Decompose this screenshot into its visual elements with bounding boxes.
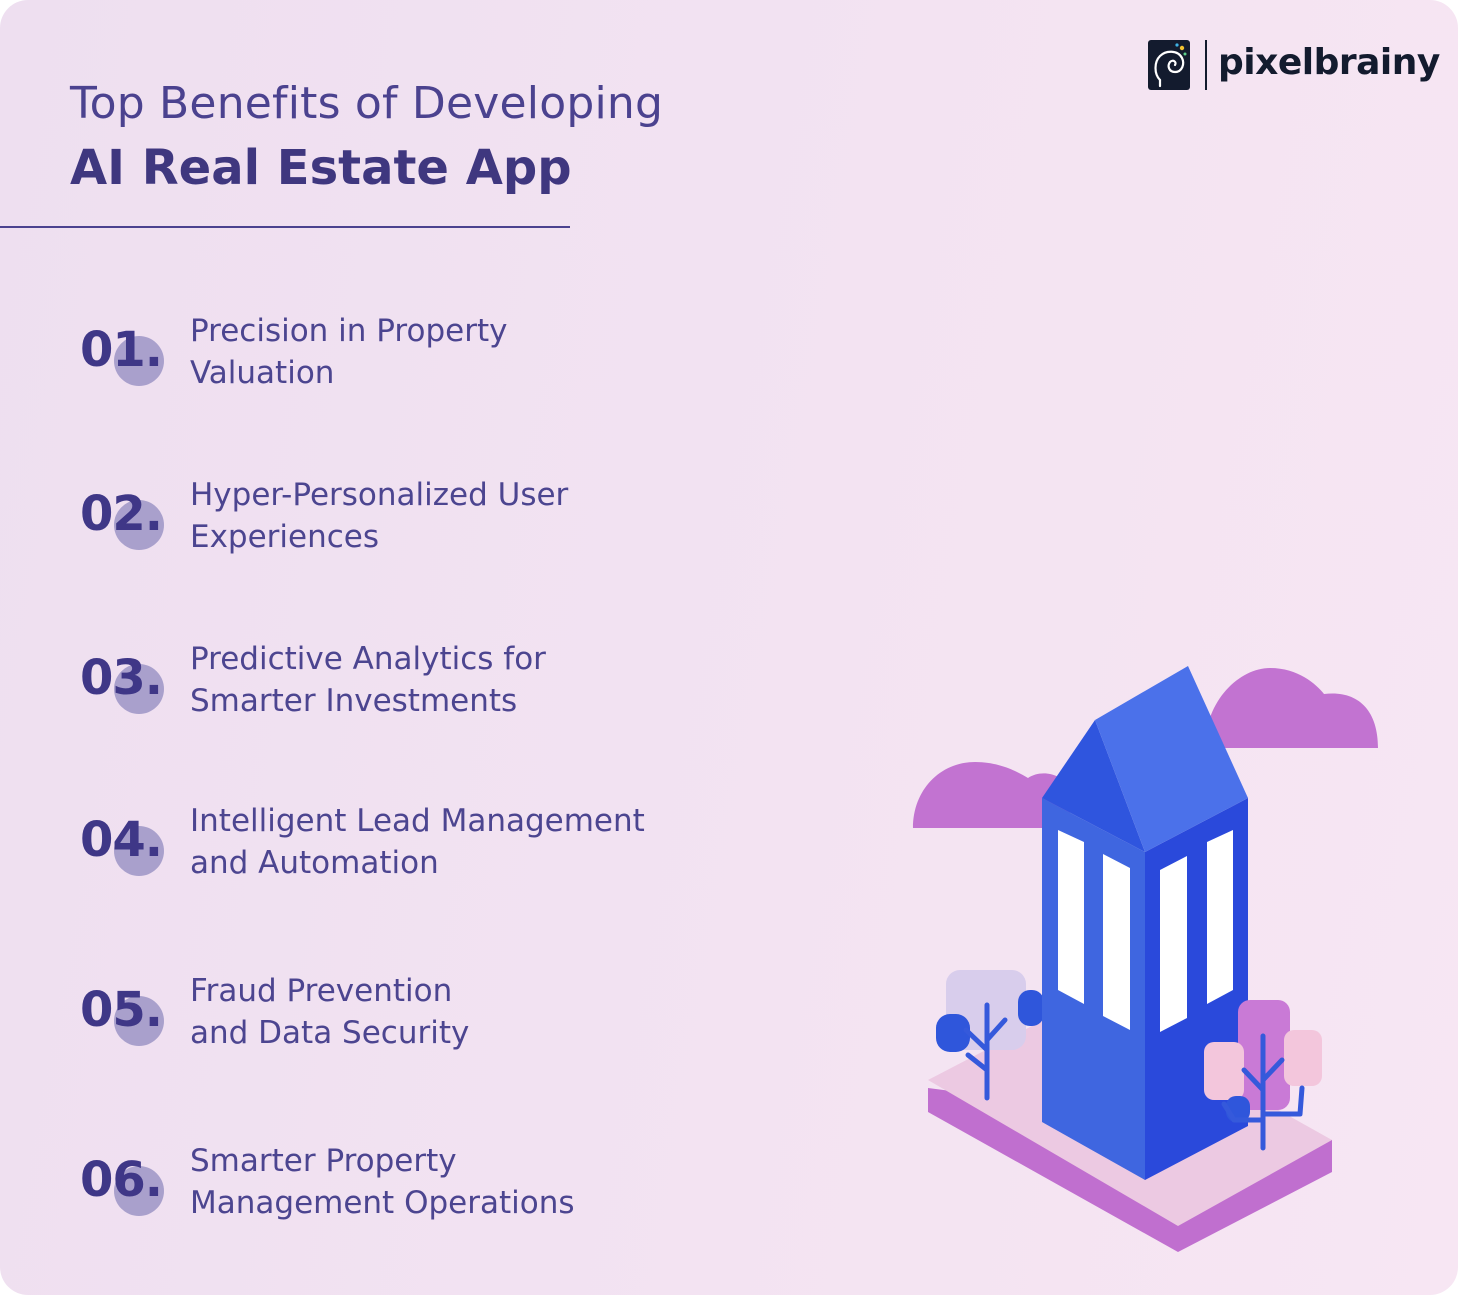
benefit-title-line-2: and Data Security (190, 1015, 470, 1051)
benefit-title: Intelligent Lead Management and Automati… (190, 800, 645, 884)
benefit-item: 03. Predictive Analytics for Smarter Inv… (0, 638, 700, 738)
benefit-title-line-1: Predictive Analytics for (190, 641, 546, 677)
benefit-title: Fraud Prevention and Data Security (190, 970, 469, 1054)
benefit-title: Precision in Property Valuation (190, 310, 507, 394)
benefit-title-line-1: Smarter Property (190, 1143, 457, 1179)
roof-side (1095, 666, 1248, 852)
number-circle (114, 996, 164, 1046)
benefit-number: 01. (80, 322, 163, 378)
window (1207, 830, 1233, 1004)
cloud-shape (1205, 668, 1378, 748)
benefit-number: 02. (80, 486, 163, 542)
number-circle (114, 664, 164, 714)
benefit-item: 02. Hyper-Personalized User Experiences (0, 474, 700, 574)
benefit-title-line-1: Hyper-Personalized User (190, 477, 569, 513)
window (1103, 854, 1130, 1030)
building-with-trees-and-clouds-icon (905, 655, 1395, 1265)
cloud-shape (913, 762, 1070, 828)
bush (1018, 990, 1044, 1026)
benefit-title: Predictive Analytics for Smarter Investm… (190, 638, 546, 722)
benefit-title-line-2: and Automation (190, 845, 439, 881)
benefit-title-line-1: Precision in Property (190, 313, 508, 349)
brand-name: pixelbrainy (1218, 42, 1440, 83)
brain-spiral-icon (1148, 40, 1190, 90)
benefit-number: 06. (80, 1152, 163, 1208)
benefit-number: 03. (80, 650, 163, 706)
benefit-number: 04. (80, 812, 163, 868)
page-title-line-1: Top Benefits of Developing (70, 78, 664, 129)
bush (1284, 1030, 1322, 1086)
window (1058, 830, 1084, 1004)
benefit-title: Hyper-Personalized User Experiences (190, 474, 568, 558)
benefit-title-line-2: Management Operations (190, 1185, 575, 1221)
benefit-title-line-2: Valuation (190, 355, 335, 391)
benefit-item: 04. Intelligent Lead Management and Auto… (0, 800, 700, 900)
benefit-title-line-1: Intelligent Lead Management (190, 803, 645, 839)
benefit-title: Smarter Property Management Operations (190, 1140, 575, 1224)
tree-trunk (1221, 1033, 1305, 1151)
bush (936, 1014, 970, 1052)
roof-front (1042, 720, 1145, 852)
tree-trunk (963, 1002, 1008, 1101)
number-circle (114, 336, 164, 386)
number-circle (114, 826, 164, 876)
benefit-item: 05. Fraud Prevention and Data Security (0, 970, 700, 1070)
logo-separator (1205, 40, 1207, 90)
benefit-item: 06. Smarter Property Management Operatio… (0, 1140, 700, 1240)
benefit-title-line-2: Experiences (190, 519, 380, 555)
brand-logo: pixelbrainy (1148, 40, 1440, 92)
number-circle (114, 500, 164, 550)
bush (1204, 1042, 1244, 1100)
title-divider (0, 226, 570, 228)
page-title-line-2: AI Real Estate App (70, 140, 572, 196)
number-circle (114, 1166, 164, 1216)
benefit-item: 01. Precision in Property Valuation (0, 310, 700, 410)
window (1160, 856, 1187, 1032)
benefit-title-line-1: Fraud Prevention (190, 973, 453, 1009)
benefit-number: 05. (80, 982, 163, 1038)
benefit-title-line-2: Smarter Investments (190, 683, 518, 719)
